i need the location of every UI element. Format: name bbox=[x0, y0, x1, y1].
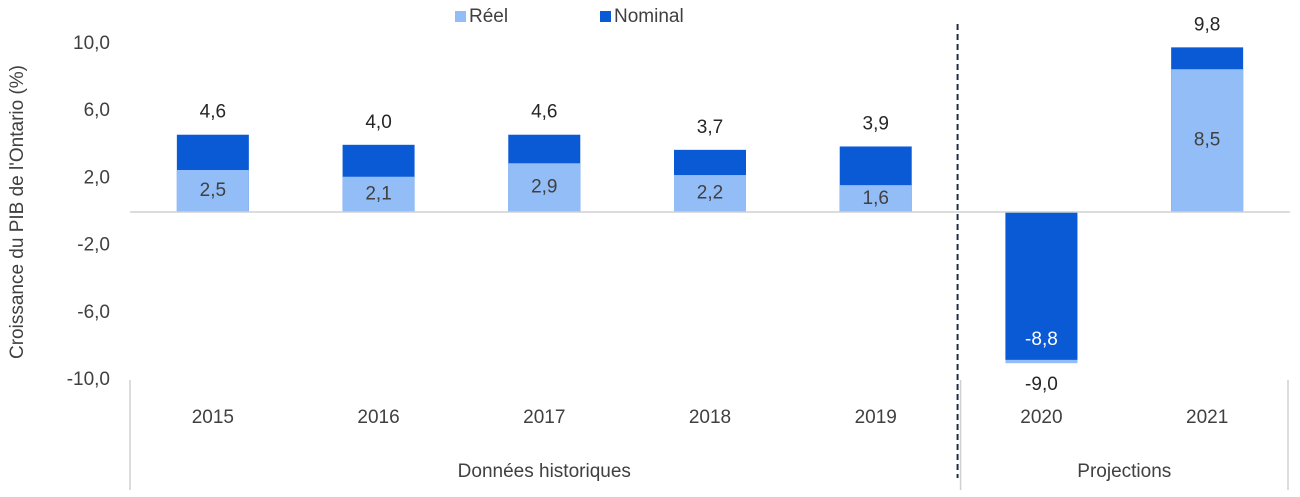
value-label: 8,5 bbox=[1194, 130, 1220, 151]
value-label: 1,6 bbox=[863, 188, 889, 209]
value-label: 2,5 bbox=[200, 180, 226, 201]
value-label: 4,0 bbox=[365, 112, 391, 133]
y-axis-label: Croissance du PIB de l'Ontario (%) bbox=[7, 65, 28, 359]
x-tick-label: 2016 bbox=[357, 407, 399, 428]
value-label: 2,9 bbox=[531, 177, 557, 198]
value-label: 2,2 bbox=[697, 183, 723, 204]
y-tick-label: 2,0 bbox=[84, 167, 110, 188]
bar bbox=[839, 185, 912, 212]
x-tick-label: 2019 bbox=[855, 407, 897, 428]
bar bbox=[508, 163, 581, 212]
y-tick-label: -10,0 bbox=[67, 369, 110, 390]
y-tick-label: 10,0 bbox=[73, 33, 110, 54]
value-label: 3,7 bbox=[697, 117, 723, 138]
value-label: 4,6 bbox=[200, 102, 226, 123]
value-label: 3,9 bbox=[863, 113, 889, 134]
x-tick-label: 2015 bbox=[192, 407, 234, 428]
y-tick-label: -6,0 bbox=[77, 302, 110, 323]
value-label: -8,8 bbox=[1025, 329, 1058, 350]
group-label: Données historiques bbox=[458, 461, 631, 482]
x-tick-label: 2021 bbox=[1186, 407, 1228, 428]
x-tick-label: 2020 bbox=[1020, 407, 1062, 428]
bar bbox=[674, 175, 746, 212]
bar bbox=[1005, 212, 1078, 360]
y-tick-label: -2,0 bbox=[77, 235, 110, 256]
x-tick-label: 2017 bbox=[523, 407, 565, 428]
bar bbox=[1171, 69, 1244, 212]
x-tick-label: 2018 bbox=[689, 407, 731, 428]
legend-label: Nominal bbox=[614, 6, 684, 27]
value-label: 2,1 bbox=[365, 183, 391, 204]
legend-swatch bbox=[455, 11, 466, 22]
value-label: -9,0 bbox=[1025, 374, 1058, 395]
y-tick-label: 6,0 bbox=[84, 100, 110, 121]
group-label: Projections bbox=[1077, 461, 1171, 482]
bar bbox=[342, 176, 415, 212]
legend-label: Réel bbox=[469, 6, 508, 27]
legend-swatch bbox=[600, 11, 611, 22]
value-label: 4,6 bbox=[531, 102, 557, 123]
value-label: 9,8 bbox=[1194, 14, 1220, 35]
bar bbox=[176, 170, 249, 212]
